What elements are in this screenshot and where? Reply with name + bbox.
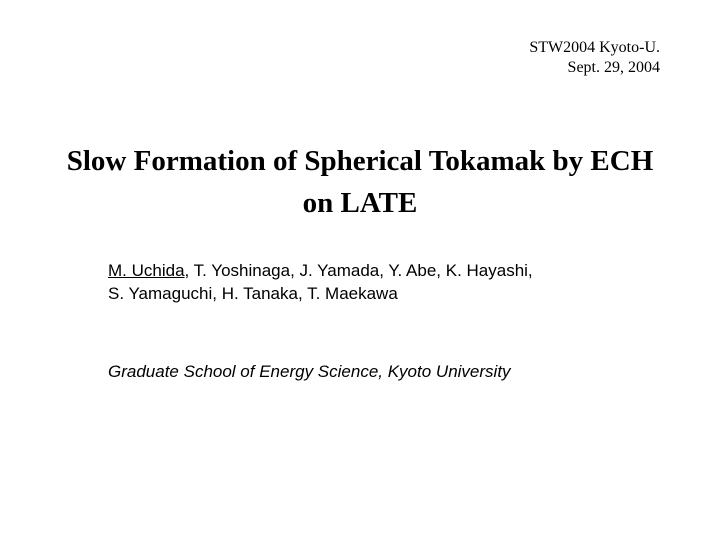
- conference-date: Sept. 29, 2004: [529, 58, 660, 78]
- slide-title: Slow Formation of Spherical Tokamak by E…: [0, 140, 720, 224]
- title-line-1: Slow Formation of Spherical Tokamak by E…: [0, 140, 720, 182]
- author-list: M. Uchida, T. Yoshinaga, J. Yamada, Y. A…: [108, 260, 533, 306]
- authors-line-1-rest: , T. Yoshinaga, J. Yamada, Y. Abe, K. Ha…: [185, 261, 533, 280]
- affiliation: Graduate School of Energy Science, Kyoto…: [108, 362, 511, 382]
- conference-header: STW2004 Kyoto-U. Sept. 29, 2004: [529, 38, 660, 78]
- presenting-author: M. Uchida: [108, 261, 185, 280]
- conference-venue: STW2004 Kyoto-U.: [529, 38, 660, 58]
- title-line-2: on LATE: [0, 182, 720, 224]
- authors-line-2: S. Yamaguchi, H. Tanaka, T. Maekawa: [108, 283, 533, 306]
- authors-line-1: M. Uchida, T. Yoshinaga, J. Yamada, Y. A…: [108, 260, 533, 283]
